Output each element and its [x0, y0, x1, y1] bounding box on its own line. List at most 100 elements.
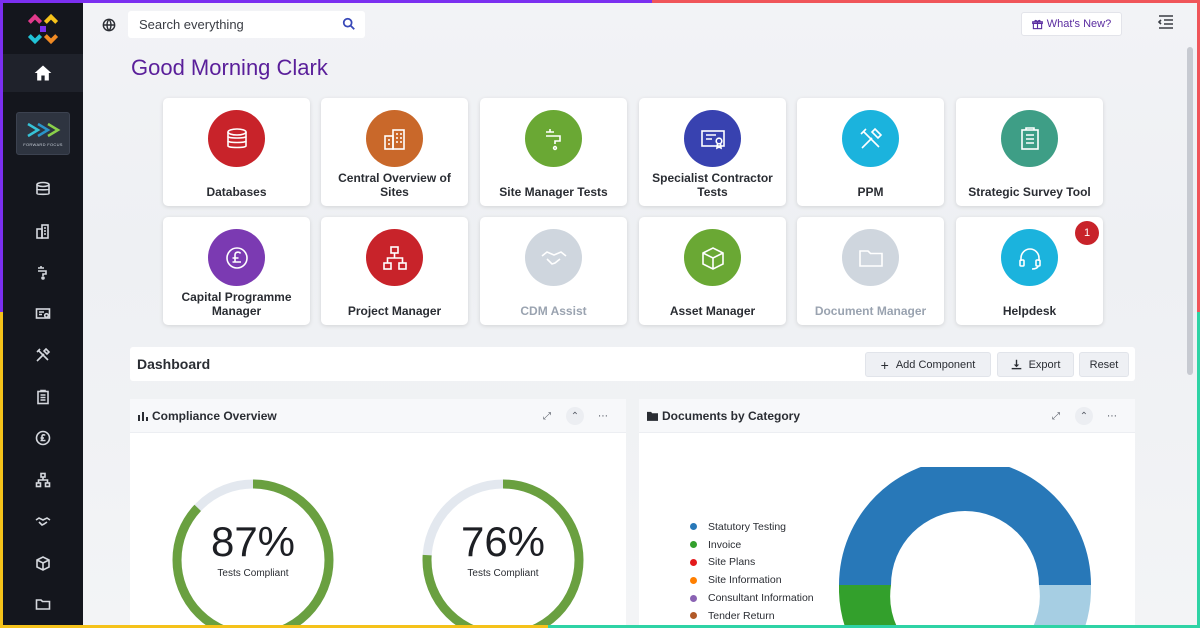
folder-icon — [35, 599, 51, 611]
module-tile-document-manager[interactable]: Document Manager — [797, 217, 944, 325]
sidebar-item-assets[interactable] — [3, 542, 83, 584]
legend-label: Site Information — [708, 574, 782, 587]
database-icon — [226, 127, 247, 148]
legend-item[interactable]: Consultant Information — [690, 589, 814, 607]
hierarchy-icon — [35, 472, 51, 488]
legend-color-dot — [690, 594, 697, 602]
module-tile-central-overview-of-sites[interactable]: Central Overview of Sites — [321, 98, 468, 206]
more-options-icon[interactable]: ⋯ — [598, 410, 608, 422]
legend-label: Site Plans — [708, 556, 756, 569]
legend-item[interactable]: Statutory Testing — [690, 518, 814, 536]
module-tile-site-manager-tests[interactable]: Site Manager Tests — [480, 98, 627, 206]
module-tile-ppm[interactable]: PPM — [797, 98, 944, 206]
search-input[interactable] — [139, 17, 329, 32]
legend-item[interactable]: Site Plans — [690, 554, 814, 572]
sidebar-item-site-tests[interactable] — [3, 252, 83, 294]
certificate-icon — [35, 307, 51, 319]
home-icon — [34, 65, 52, 81]
add-component-label: Add Component — [895, 358, 976, 371]
collapse-icon[interactable]: ⌃ — [1075, 407, 1093, 425]
pound-icon — [225, 246, 248, 269]
sidebar-item-projects[interactable] — [3, 459, 83, 501]
tile-label: Site Manager Tests — [499, 185, 608, 199]
handshake-icon — [35, 517, 51, 527]
legend-label: Statutory Testing — [708, 520, 787, 533]
home-button[interactable] — [3, 54, 83, 92]
tile-icon-circle — [208, 110, 265, 167]
page-title: Good Morning Clark — [131, 55, 328, 80]
gauge-label: Tests Compliant — [467, 568, 539, 579]
tile-icon-circle — [1001, 110, 1058, 167]
module-tile-specialist-contractor-tests[interactable]: Specialist Contractor Tests — [639, 98, 786, 206]
folder-icon — [647, 411, 658, 421]
module-tile-cdm-assist[interactable]: CDM Assist — [480, 217, 627, 325]
forward-arrows-icon — [27, 122, 61, 137]
sidebar-item-cdm[interactable] — [3, 501, 83, 543]
handshake-icon — [541, 250, 566, 265]
tile-icon-circle — [366, 110, 423, 167]
module-tile-asset-manager[interactable]: Asset Manager — [639, 217, 786, 325]
legend-color-dot — [690, 541, 697, 549]
database-icon — [36, 181, 50, 196]
reset-button[interactable]: Reset — [1079, 352, 1129, 377]
sidebar-item-ppm[interactable] — [3, 335, 83, 377]
clipboard-icon — [37, 389, 49, 405]
module-tile-capital-programme-manager[interactable]: Capital Programme Manager — [163, 217, 310, 325]
sidebar-item-capital[interactable] — [3, 418, 83, 460]
legend-item[interactable]: Tender Return — [690, 607, 814, 625]
tile-label: Project Manager — [347, 304, 442, 318]
scrollbar[interactable] — [1187, 47, 1193, 375]
top-bar: What's New? — [83, 3, 1197, 47]
logo-icon — [27, 13, 59, 44]
module-tile-helpdesk[interactable]: Helpdesk 1 — [956, 217, 1103, 325]
more-options-icon[interactable]: ⋯ — [1107, 410, 1117, 422]
certificate-icon — [700, 129, 725, 149]
globe-icon — [102, 18, 116, 32]
donut-slice-light[interactable] — [1033, 585, 1091, 627]
tile-icon-circle — [1001, 229, 1058, 286]
tile-icon-circle — [842, 110, 899, 167]
sidebar: FORWARD FOCUS — [3, 3, 83, 625]
module-tile-databases[interactable]: Databases — [163, 98, 310, 206]
whats-new-button[interactable]: What's New? — [1021, 12, 1122, 36]
sidebar-item-survey[interactable] — [3, 376, 83, 418]
buildings-icon — [36, 223, 49, 239]
folder-icon — [858, 249, 883, 267]
legend-color-dot — [690, 523, 697, 531]
sidebar-item-sites[interactable] — [3, 210, 83, 252]
sidebar-item-contractor-tests[interactable] — [3, 293, 83, 335]
menu-collapse-icon[interactable] — [1157, 13, 1175, 31]
collapse-icon[interactable]: ⌃ — [566, 407, 584, 425]
tile-icon-circle — [525, 229, 582, 286]
compliance-gauge: 87% Tests Compliant — [171, 478, 335, 628]
sidebar-nav — [3, 169, 83, 626]
panel-title: Documents by Category — [662, 409, 801, 423]
tile-label: PPM — [857, 185, 884, 199]
organisation-logo[interactable]: FORWARD FOCUS — [16, 111, 70, 155]
language-button[interactable] — [97, 13, 121, 37]
reset-label: Reset — [1089, 358, 1119, 371]
legend-label: Consultant Information — [708, 592, 814, 605]
donut-slice-invoice[interactable] — [839, 585, 897, 627]
module-tile-strategic-survey-tool[interactable]: Strategic Survey Tool — [956, 98, 1103, 206]
sidebar-item-databases[interactable] — [3, 169, 83, 211]
sidebar-item-documents[interactable] — [3, 584, 83, 626]
expand-icon[interactable]: ⤢ — [1052, 410, 1060, 422]
headset-icon — [1018, 247, 1041, 270]
donut-slice-statutory-testing[interactable] — [839, 467, 1091, 585]
export-button[interactable]: Export — [997, 352, 1074, 377]
search-icon[interactable] — [342, 17, 356, 31]
compliance-gauge: 76% Tests Compliant — [421, 478, 585, 628]
legend-item[interactable]: Site Information — [690, 571, 814, 589]
legend-item[interactable]: Invoice — [690, 536, 814, 554]
tile-label: Document Manager — [814, 304, 927, 318]
gauge-value: 76% — [460, 518, 546, 565]
add-component-button[interactable]: + Add Component — [865, 352, 991, 377]
tile-label: Helpdesk — [1002, 304, 1057, 318]
expand-icon[interactable]: ⤢ — [543, 410, 551, 422]
tile-icon-circle — [684, 110, 741, 167]
organisation-name: FORWARD FOCUS — [23, 141, 63, 147]
module-tile-project-manager[interactable]: Project Manager — [321, 217, 468, 325]
app-logo[interactable] — [3, 3, 83, 54]
export-label: Export — [1028, 358, 1061, 371]
